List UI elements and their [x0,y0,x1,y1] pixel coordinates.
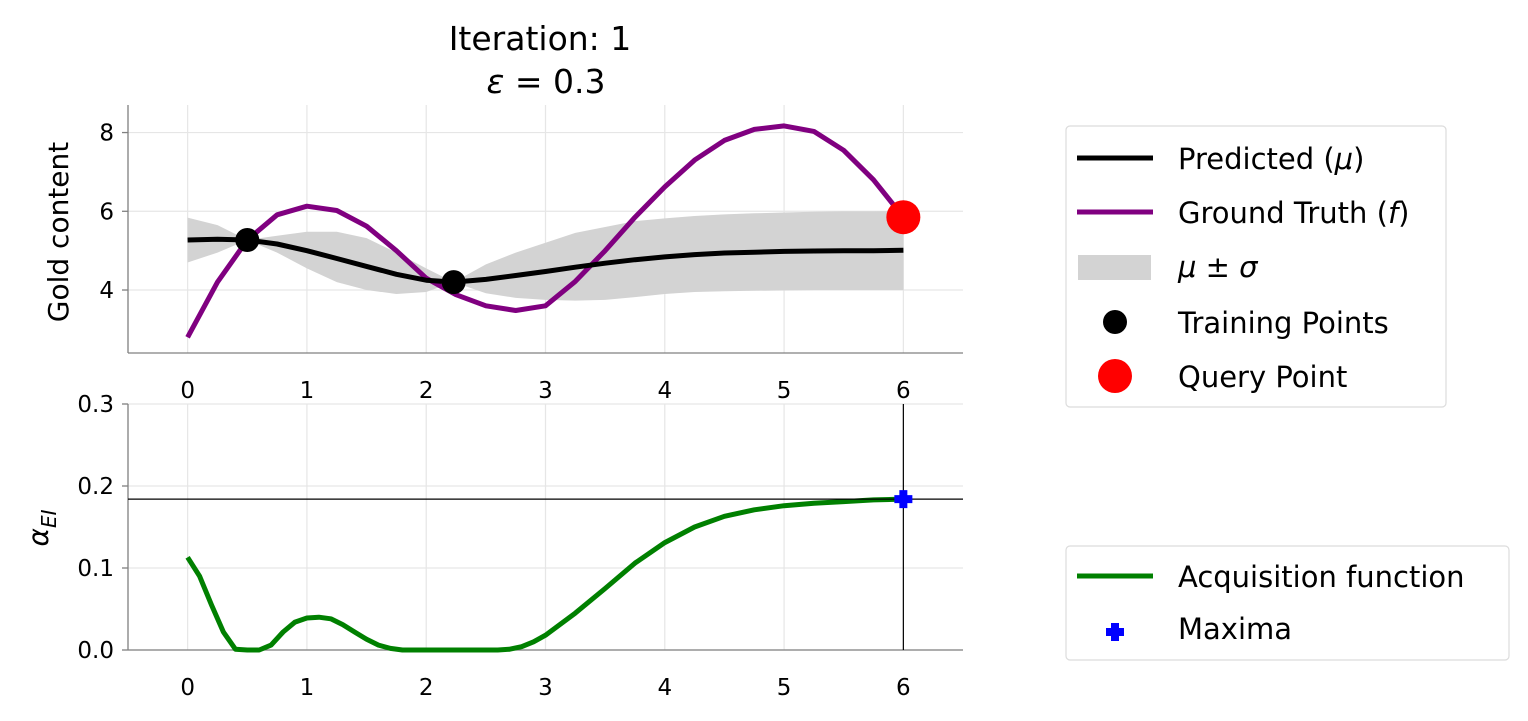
legend-training-label: Training Points [1177,306,1389,340]
top-y-tick-label: 6 [99,199,114,225]
chart-title-line2: ε = 0.3 [487,62,606,101]
legend-predicted-label: Predicted (μ) [1178,142,1364,176]
epsilon-value: = 0.3 [504,62,605,101]
top-x-tick-label: 3 [538,378,553,404]
bottom-legend: Acquisition function Maxima [1065,545,1510,661]
bottom-x-tick-label: 6 [896,675,911,701]
legend-query-label: Query Point [1178,360,1347,394]
top-legend: Predicted (μ) Ground Truth (f) μ ± σ Tra… [1065,125,1447,408]
top-x-tick-label: 6 [896,378,911,404]
bottom-x-tick-label: 3 [538,675,553,701]
epsilon-symbol: ε [487,62,505,101]
predicted-mean-line [187,236,904,285]
top-x-tick-label: 0 [180,378,195,404]
top-y-tick-label: 8 [99,121,114,147]
bottom-x-tick-label: 4 [657,675,672,701]
legend-acquisition-label: Acquisition function [1178,560,1465,594]
bottom-y-tick-label: 0.0 [77,638,114,664]
bottom-legend-frame [1065,545,1510,661]
alpha-subscript: EI [37,509,61,528]
chart-title-line1: Iteration: 1 [449,19,632,58]
ground-truth-line [185,123,906,339]
alpha-symbol: α [22,528,55,547]
bottom-y-tick-label: 0.3 [77,392,114,418]
query-point [886,200,921,235]
bottom-y-tick-label: 0.2 [77,474,114,500]
top-legend-frame [1065,125,1447,408]
uncertainty-band [187,210,904,301]
top-x-tick-label: 5 [777,378,792,404]
legend-band-label: μ ± σ [1177,250,1259,284]
legend-maxima-label: Maxima [1178,612,1292,646]
legend-ground-truth-label: Ground Truth (f) [1178,196,1409,230]
top-y-axis-label: Gold content [42,142,75,323]
top-plot: 0 1 2 3 4 5 6 4 6 8 [99,105,963,404]
top-x-tick-label: 4 [657,378,672,404]
bottom-x-tick-label: 5 [777,675,792,701]
bottom-y-axis-label: αEI [22,509,61,546]
maxima-marker [894,490,913,509]
bottom-x-tick-label: 0 [180,675,195,701]
top-x-tick-label: 2 [419,378,434,404]
top-x-tick-label: 1 [300,378,315,404]
training-point [235,228,260,253]
legend-training-marker [1103,310,1127,334]
legend-maxima-marker [1106,623,1124,641]
bottom-x-tick-label: 1 [300,675,315,701]
training-point [441,270,466,295]
top-y-tick-label: 4 [99,278,114,304]
bottom-y-tick-label: 0.1 [77,556,114,582]
legend-band-swatch [1078,255,1151,280]
legend-query-marker [1098,359,1132,393]
bottom-x-tick-label: 2 [419,675,434,701]
bottom-plot: 0 1 2 3 4 5 6 0.0 0.1 0.2 0.3 [77,392,963,701]
acquisition-line [185,496,904,653]
